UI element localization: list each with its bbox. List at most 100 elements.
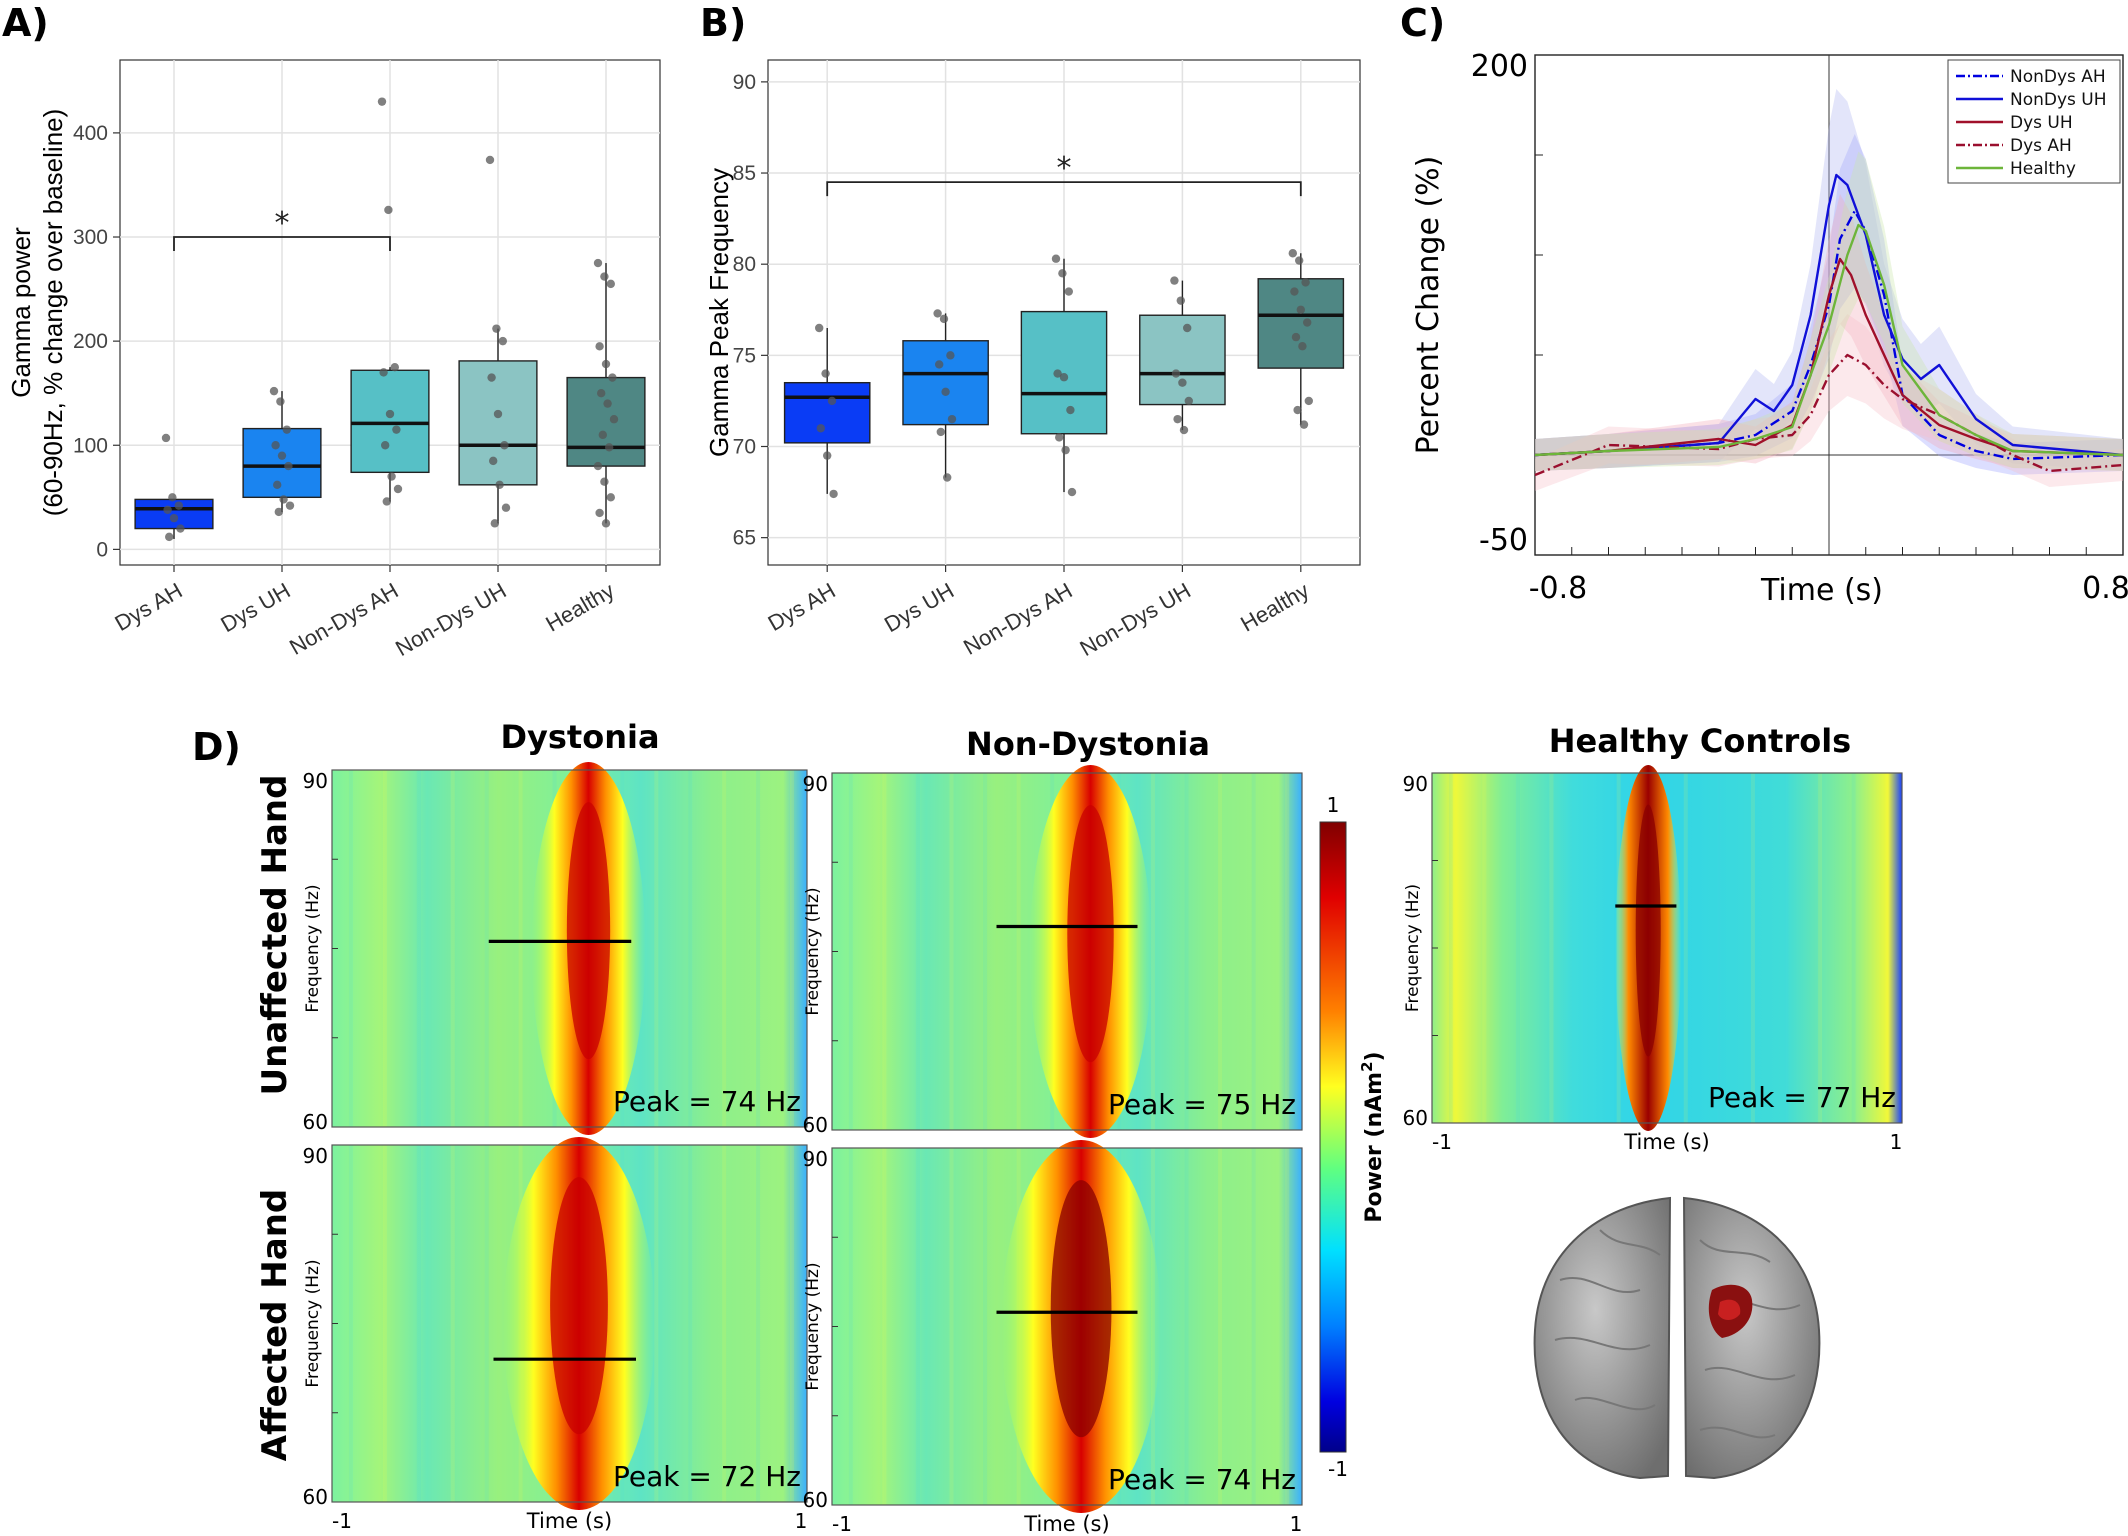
data-point — [1290, 287, 1299, 296]
data-point — [279, 495, 288, 504]
x-axis-title: Time (s) — [1623, 1130, 1709, 1154]
data-point — [274, 507, 283, 517]
heatmap-texture — [756, 1145, 761, 1502]
line-series-group — [1534, 54, 2124, 556]
heatmap-texture — [450, 1145, 455, 1502]
box-non-dys-ah — [350, 369, 430, 474]
legend-label: NonDys UH — [2010, 90, 2107, 110]
data-point — [1170, 276, 1179, 285]
heatmap-texture — [882, 773, 887, 1130]
data-point — [1176, 296, 1186, 305]
box-dys-ah — [783, 381, 871, 444]
y-tick-label: 70 — [733, 435, 756, 458]
heatmap-texture — [949, 773, 954, 1130]
data-point — [935, 360, 944, 369]
heatmap-texture — [848, 1148, 853, 1505]
colorbar-title-text: Power (nAm — [1362, 1072, 1387, 1223]
x-tick-label: Dys UH — [880, 578, 958, 638]
data-point — [1293, 405, 1302, 415]
data-point — [595, 342, 604, 351]
data-point — [936, 427, 945, 437]
data-point — [1296, 305, 1306, 314]
data-point — [168, 493, 177, 502]
data-point — [390, 362, 399, 372]
data-point — [489, 456, 498, 466]
heatmap-texture — [1583, 773, 1588, 1123]
x-tick-label: Non-Dys AH — [285, 578, 402, 660]
heatmap-texture — [882, 1148, 887, 1505]
heatmap-texture — [1683, 773, 1688, 1123]
y-tick-label: 60 — [803, 1113, 828, 1137]
data-point — [500, 441, 509, 450]
data-point — [174, 501, 183, 510]
data-point — [1304, 396, 1314, 406]
x-tick-label: -0.8 — [1529, 571, 1588, 606]
y-tick-label: 75 — [733, 344, 756, 367]
data-point — [1178, 378, 1187, 387]
heatmap-texture — [1150, 773, 1155, 1130]
data-point — [1064, 287, 1074, 296]
power-peak-core — [550, 1177, 608, 1435]
data-point — [385, 409, 395, 419]
y-tick-label: -50 — [1479, 523, 1528, 558]
x-axis-title: Time (s) — [1023, 1512, 1109, 1536]
data-point — [606, 279, 615, 289]
data-point — [169, 513, 179, 523]
data-point — [1051, 254, 1061, 263]
power-peak-core — [1050, 1180, 1112, 1438]
heatmap-texture — [1285, 773, 1290, 1130]
data-point — [609, 415, 619, 424]
data-point — [1059, 373, 1069, 382]
data-point — [1173, 414, 1182, 424]
panel-label-d: D) — [192, 725, 241, 769]
x-tick-label: Non-Dys UH — [391, 578, 510, 661]
legend: NonDys AH NonDys UH Dys UH Dys AH Healthy — [1947, 59, 2121, 184]
y-axis-title: Percent Change (%) — [1411, 156, 1446, 455]
box-dys-uh — [902, 340, 989, 426]
colorbar-title-exponent: 2 — [1358, 1061, 1376, 1071]
y-tick-label: 100 — [73, 434, 108, 457]
y-tick-label: 400 — [73, 122, 108, 145]
heatmap-texture — [484, 770, 489, 1127]
y-tick-label: 200 — [73, 330, 108, 353]
heatmap-texture — [1482, 773, 1487, 1123]
data-point — [939, 314, 949, 324]
colorbar-min-label: -1 — [1328, 1457, 1348, 1481]
column-title-non-dystonia: Non-Dystonia — [966, 725, 1210, 763]
confidence-band — [1535, 134, 2123, 475]
y-axis-title: Gamma power — [6, 227, 36, 398]
data-point — [276, 397, 285, 406]
data-point — [487, 373, 496, 382]
data-point — [1295, 256, 1304, 265]
significance-label: * — [275, 206, 290, 241]
y-tick-label: 90 — [1403, 772, 1428, 796]
data-point — [495, 480, 504, 490]
data-point — [608, 373, 617, 382]
heatmap-texture — [722, 1145, 727, 1502]
y-tick-label: 60 — [1403, 1106, 1428, 1130]
data-point — [163, 505, 172, 515]
data-point — [816, 424, 825, 433]
peak-label: Peak = 77 Hz — [1708, 1081, 1896, 1114]
data-point — [603, 399, 612, 408]
heatmap-texture — [915, 773, 920, 1130]
power-peak-core — [1635, 804, 1661, 1057]
data-point — [600, 477, 609, 486]
heatmap-texture — [1851, 773, 1856, 1123]
heatmap-texture — [1251, 773, 1256, 1130]
x-tick-label: Dys AH — [110, 578, 186, 636]
box-healthy — [1257, 278, 1345, 369]
data-point — [165, 532, 174, 542]
heatmap-texture — [1016, 773, 1021, 1130]
row-title-unaffected-hand: Unaffected Hand — [255, 775, 295, 1096]
significance-bracket — [826, 181, 1302, 197]
data-point — [823, 451, 832, 460]
data-point — [943, 473, 952, 482]
data-point — [176, 524, 185, 533]
heatmap-texture — [416, 770, 421, 1127]
y-axis-title: Gamma Peak Frequency — [704, 168, 734, 457]
heatmap-texture — [983, 773, 988, 1130]
column-title-dystonia: Dystonia — [500, 718, 659, 756]
y-tick-label: 90 — [803, 772, 828, 796]
data-point — [485, 155, 495, 165]
